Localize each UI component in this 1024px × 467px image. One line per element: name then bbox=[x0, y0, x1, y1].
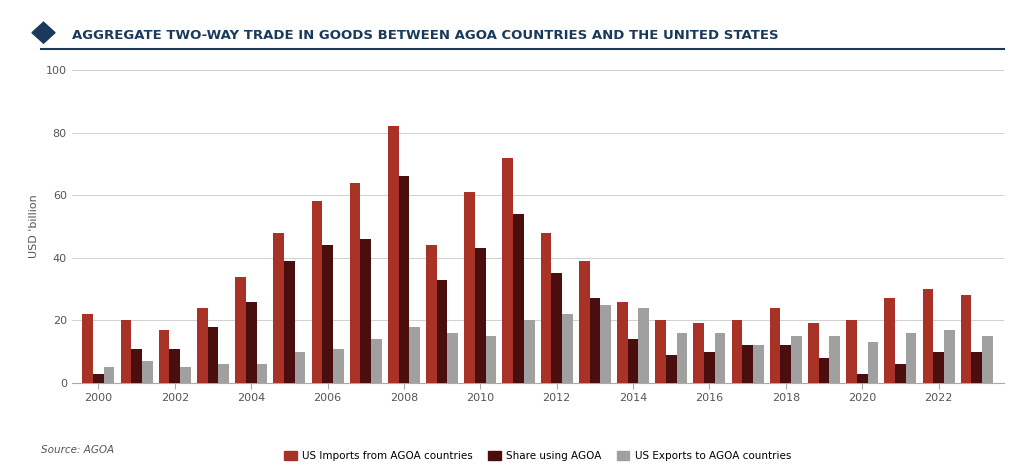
Bar bbox=[246, 302, 257, 383]
Bar bbox=[846, 320, 857, 383]
Bar bbox=[323, 245, 333, 383]
Bar bbox=[257, 364, 267, 383]
Bar bbox=[398, 177, 410, 383]
Bar bbox=[333, 348, 344, 383]
Bar bbox=[410, 326, 420, 383]
Bar bbox=[103, 367, 115, 383]
Bar bbox=[715, 333, 725, 383]
Bar bbox=[371, 339, 382, 383]
Bar bbox=[818, 358, 829, 383]
Bar bbox=[792, 336, 802, 383]
Bar bbox=[895, 364, 906, 383]
Bar bbox=[562, 314, 572, 383]
Bar bbox=[705, 352, 715, 383]
Bar bbox=[753, 346, 764, 383]
Bar bbox=[437, 280, 447, 383]
Bar bbox=[131, 348, 142, 383]
Bar bbox=[944, 330, 954, 383]
Bar bbox=[121, 320, 131, 383]
Bar bbox=[780, 346, 792, 383]
Bar bbox=[236, 276, 246, 383]
Text: Source: AGOA: Source: AGOA bbox=[41, 446, 114, 455]
Legend: US Imports from AGOA countries, Share using AGOA, US Exports to AGOA countries: US Imports from AGOA countries, Share us… bbox=[280, 447, 796, 465]
Bar bbox=[541, 233, 551, 383]
Bar bbox=[961, 295, 972, 383]
Bar bbox=[311, 201, 323, 383]
Bar bbox=[142, 361, 153, 383]
Bar bbox=[638, 308, 649, 383]
Bar bbox=[350, 183, 360, 383]
Bar bbox=[82, 314, 93, 383]
Bar bbox=[273, 233, 284, 383]
Bar bbox=[731, 320, 742, 383]
Bar bbox=[600, 304, 611, 383]
Bar bbox=[628, 339, 638, 383]
Bar bbox=[169, 348, 180, 383]
Bar bbox=[617, 302, 628, 383]
Bar bbox=[982, 336, 993, 383]
Bar bbox=[972, 352, 982, 383]
Bar bbox=[208, 326, 218, 383]
Bar bbox=[923, 289, 933, 383]
Bar bbox=[503, 158, 513, 383]
Bar bbox=[159, 330, 169, 383]
Bar bbox=[447, 333, 458, 383]
Bar bbox=[475, 248, 485, 383]
Bar bbox=[464, 192, 475, 383]
Bar bbox=[180, 367, 190, 383]
Bar bbox=[513, 214, 524, 383]
Bar bbox=[693, 324, 705, 383]
Bar bbox=[655, 320, 666, 383]
Bar bbox=[857, 374, 867, 383]
Bar bbox=[485, 336, 497, 383]
Polygon shape bbox=[32, 22, 55, 43]
Bar bbox=[808, 324, 818, 383]
Bar bbox=[933, 352, 944, 383]
Bar bbox=[742, 346, 753, 383]
Text: AGGREGATE TWO-WAY TRADE IN GOODS BETWEEN AGOA COUNTRIES AND THE UNITED STATES: AGGREGATE TWO-WAY TRADE IN GOODS BETWEEN… bbox=[72, 28, 778, 42]
Bar bbox=[551, 273, 562, 383]
Bar bbox=[93, 374, 103, 383]
Bar bbox=[197, 308, 208, 383]
Bar bbox=[906, 333, 916, 383]
Bar bbox=[666, 355, 677, 383]
Bar bbox=[388, 127, 398, 383]
Bar bbox=[218, 364, 229, 383]
Bar bbox=[295, 352, 305, 383]
Bar bbox=[360, 239, 371, 383]
Bar bbox=[885, 298, 895, 383]
Bar bbox=[524, 320, 535, 383]
Bar bbox=[590, 298, 600, 383]
Bar bbox=[829, 336, 840, 383]
Bar bbox=[426, 245, 437, 383]
Bar bbox=[770, 308, 780, 383]
Bar bbox=[677, 333, 687, 383]
Bar bbox=[284, 261, 295, 383]
Bar bbox=[579, 261, 590, 383]
Bar bbox=[867, 342, 879, 383]
Y-axis label: USD 'billion: USD 'billion bbox=[29, 195, 39, 258]
